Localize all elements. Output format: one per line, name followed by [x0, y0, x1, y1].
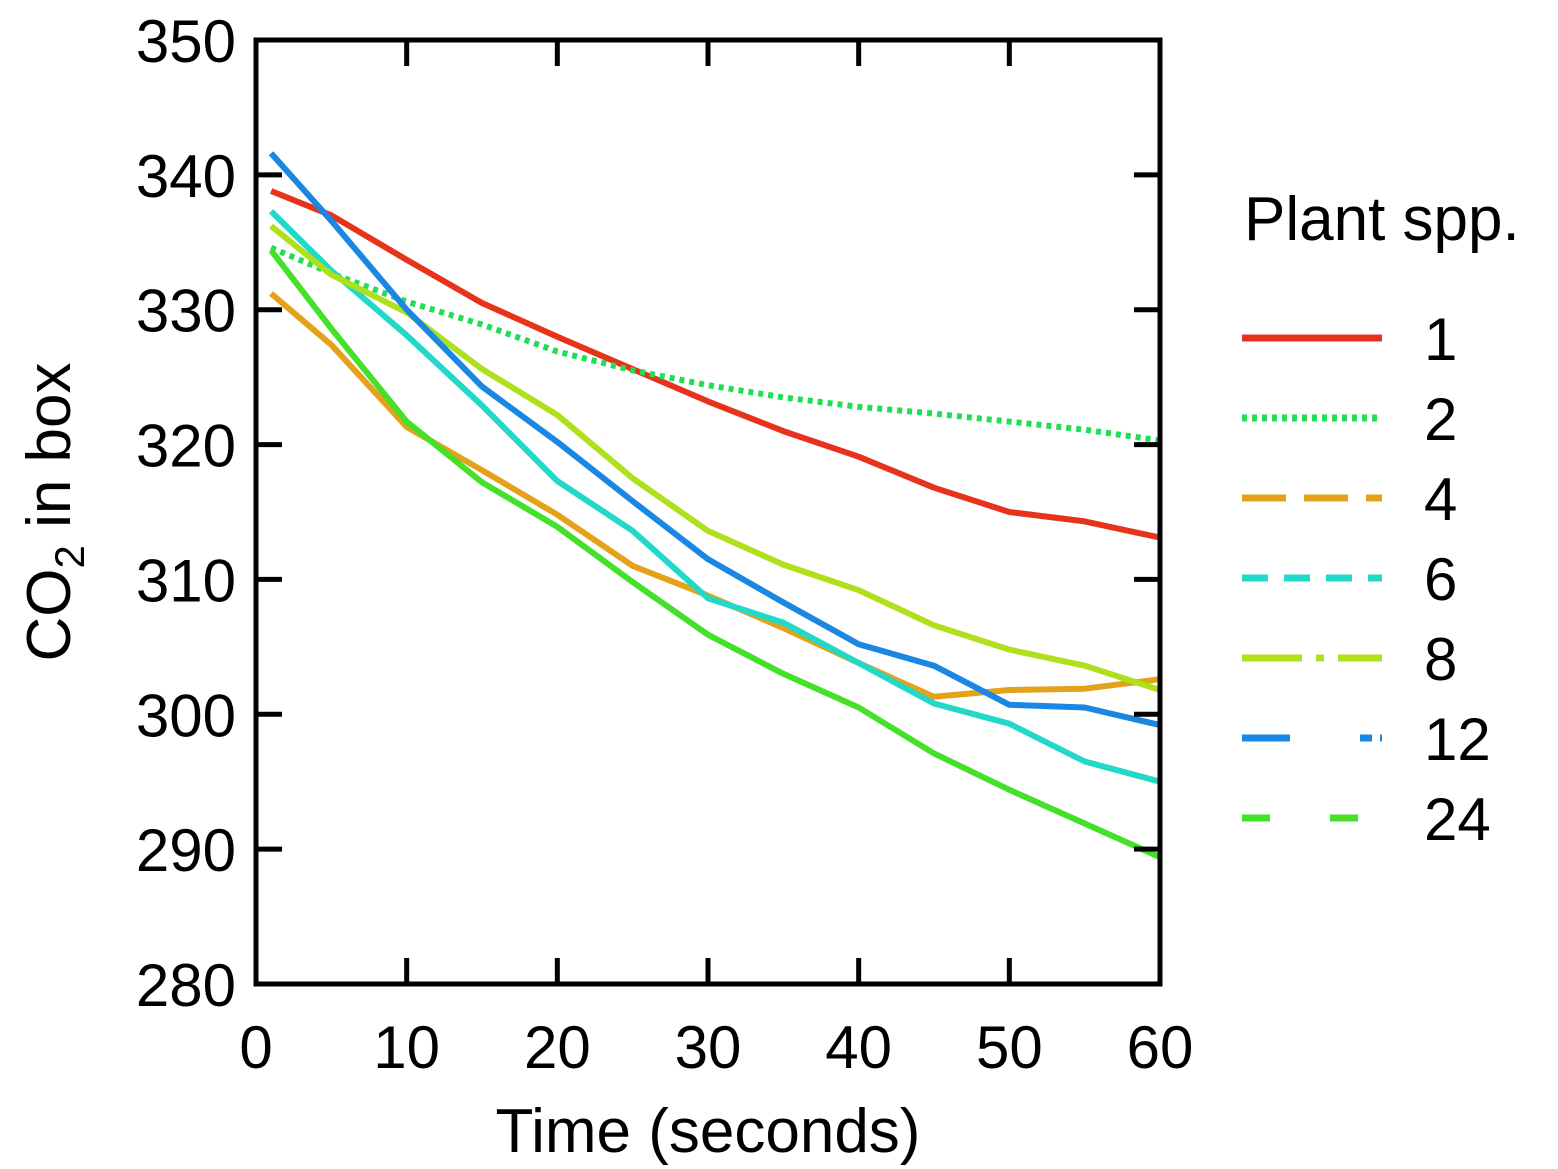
y-axis-title: CO2 in box	[15, 362, 93, 661]
legend-label-1: 1	[1424, 306, 1457, 373]
series-line-2	[269, 244, 1161, 444]
x-tick-label: 0	[239, 1014, 272, 1081]
axis-tick-labels: 0 10 20 30 40 50 60 280 290 300 310 320 330 340 350	[136, 8, 1193, 1081]
legend-label-4: 4	[1424, 466, 1457, 533]
x-tick-label: 40	[825, 1014, 892, 1081]
x-tick-label: 60	[1127, 1014, 1194, 1081]
y-tick-label: 280	[136, 952, 236, 1019]
series-line-6	[268, 209, 1161, 785]
y-tick-label: 290	[136, 817, 236, 884]
x-tick-label: 30	[675, 1014, 742, 1081]
y-tick-label: 350	[136, 8, 236, 75]
x-tick-label: 20	[524, 1014, 591, 1081]
y-tick-label: 320	[136, 413, 236, 480]
x-tick-label: 50	[976, 1014, 1043, 1081]
series-line-24	[268, 248, 1162, 860]
y-tick-label: 340	[136, 143, 236, 210]
legend-label-8: 8	[1424, 626, 1457, 693]
y-axis-title-subscript: 2	[46, 545, 93, 568]
legend-label-12: 12	[1424, 706, 1491, 773]
y-axis-title-main: CO	[15, 569, 84, 662]
axis-ticks	[253, 37, 1163, 987]
legend-label-24: 24	[1424, 786, 1491, 853]
series-line-1	[269, 188, 1161, 541]
legend-label-2: 2	[1424, 386, 1457, 453]
x-tick-label: 10	[373, 1014, 440, 1081]
y-tick-label: 330	[136, 278, 236, 345]
y-axis-title-tail: in box	[15, 362, 84, 545]
legend-title: Plant spp.	[1244, 185, 1520, 254]
y-tick-label: 300	[136, 682, 236, 749]
x-axis-title: Time (seconds)	[496, 1097, 921, 1166]
series-line-8	[269, 223, 1161, 693]
legend-label-6: 6	[1424, 546, 1457, 613]
plot-lines	[268, 151, 1162, 860]
y-tick-label: 310	[136, 547, 236, 614]
series-line-12	[268, 151, 1161, 729]
